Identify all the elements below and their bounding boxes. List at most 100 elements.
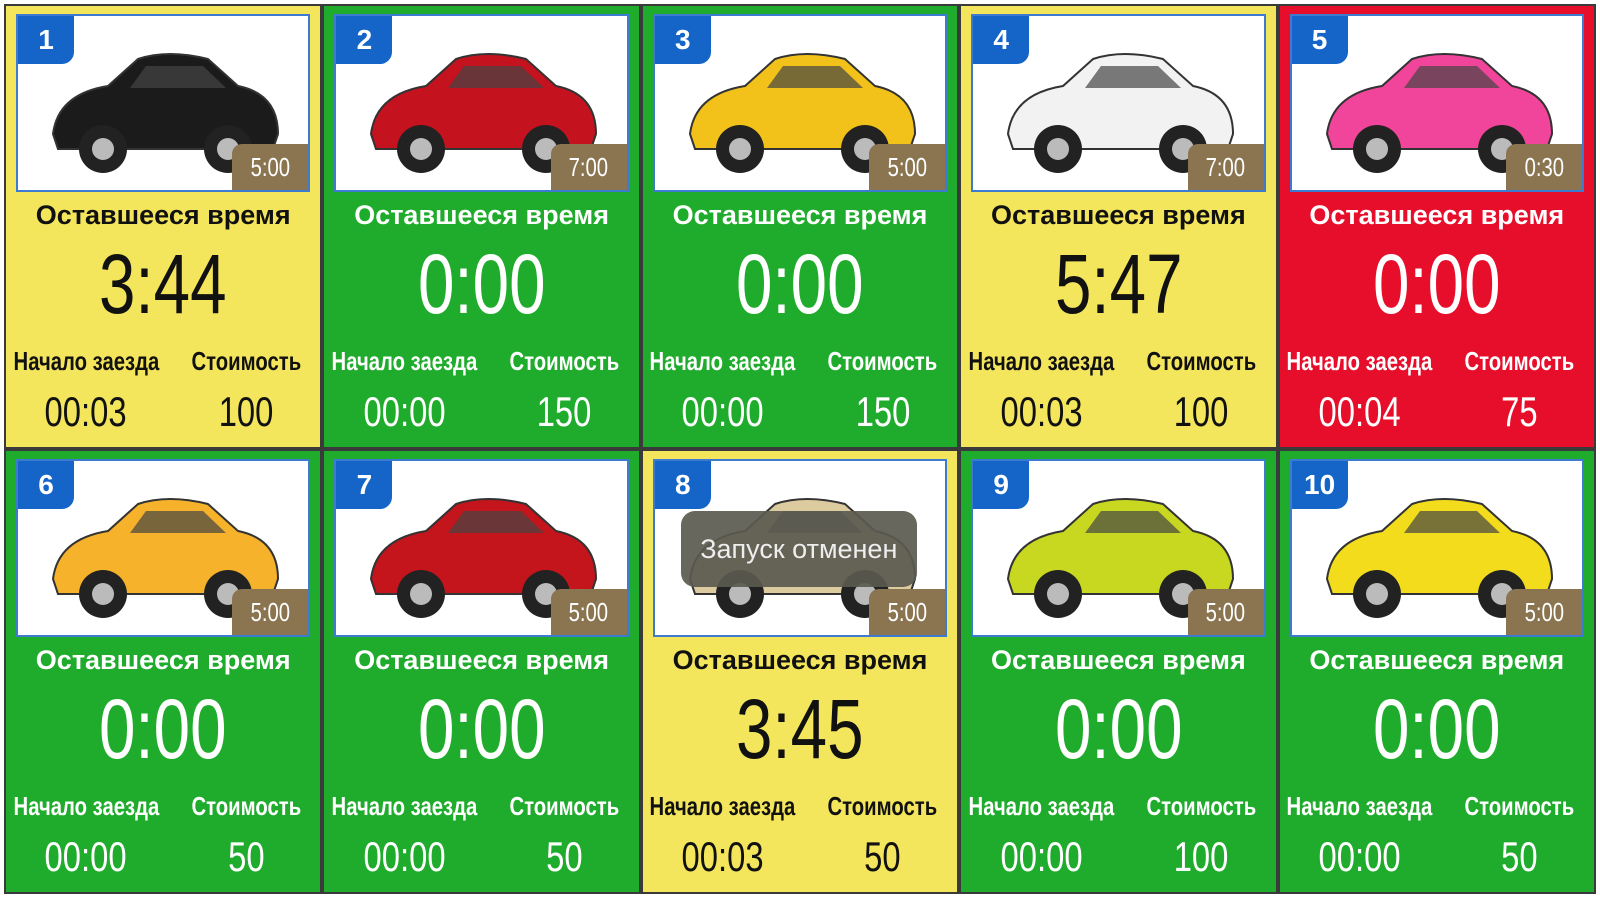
start-time-value: 00:03 xyxy=(1000,388,1083,435)
car-photo: 6 5:00 xyxy=(16,459,311,637)
start-time-label: Начало заезда xyxy=(13,346,159,376)
car-number-badge: 3 xyxy=(654,16,711,64)
cost-value: 150 xyxy=(537,388,592,435)
car-number-badge: 4 xyxy=(973,16,1030,64)
car-photo: 9 5:00 xyxy=(971,459,1266,637)
ride-duration-badge: 5:00 xyxy=(232,589,309,635)
start-time-label: Начало заезда xyxy=(13,791,159,821)
car-tile-4[interactable]: 4 7:00 Оставшееся время 5:47 Начало заез… xyxy=(959,4,1278,449)
cost-value: 75 xyxy=(1501,388,1538,435)
remaining-time-value: 5:47 xyxy=(1054,237,1183,331)
car-photo: 3 5:00 xyxy=(652,14,948,192)
remaining-time-label: Оставшееся время xyxy=(35,645,291,675)
cost-label: Стоимость xyxy=(1464,791,1575,821)
cost-value: 100 xyxy=(1173,388,1229,435)
cost-label: Стоимость xyxy=(1464,346,1575,376)
car-tile-3[interactable]: 3 5:00 Оставшееся время 0:00 Начало заез… xyxy=(640,4,960,449)
start-time-label: Начало заезда xyxy=(968,346,1115,376)
remaining-time-label: Оставшееся время xyxy=(1309,200,1565,230)
remaining-time-label: Оставшееся время xyxy=(354,200,609,230)
car-tile-10[interactable]: 10 5:00 Оставшееся время 0:00 Начало зае… xyxy=(1277,449,1596,894)
remaining-time-value: 0:00 xyxy=(417,237,546,331)
remaining-time-label: Оставшееся время xyxy=(672,200,928,230)
cost-label: Стоимость xyxy=(191,791,301,821)
cost-value: 50 xyxy=(1501,833,1538,880)
start-time-value: 00:00 xyxy=(44,833,127,880)
car-tile-6[interactable]: 6 5:00 Оставшееся время 0:00 Начало заез… xyxy=(4,449,323,894)
start-time-value: 00:00 xyxy=(363,833,446,880)
ride-duration-badge: 5:00 xyxy=(232,144,309,190)
remaining-time-label: Оставшееся время xyxy=(672,645,928,675)
remaining-time-value: 0:00 xyxy=(417,682,546,776)
car-tile-8[interactable]: 8 5:00 Оставшееся время 3:45 Начало заез… xyxy=(640,449,960,894)
cost-value: 150 xyxy=(855,388,911,435)
cost-value: 100 xyxy=(218,388,274,435)
quad-bike-icon xyxy=(1007,498,1235,618)
car-photo: 5 0:30 xyxy=(1289,14,1584,192)
start-time-value: 00:03 xyxy=(44,388,127,435)
car-grid: 1 5:00 Оставшееся время 3:44 Начало заез… xyxy=(4,4,1596,894)
car-photo: 7 5:00 xyxy=(334,459,629,637)
remaining-time-value: 3:45 xyxy=(736,682,864,776)
cost-value: 50 xyxy=(227,833,265,880)
start-time-label: Начало заезда xyxy=(1286,791,1433,821)
car-tile-7[interactable]: 7 5:00 Оставшееся время 0:00 Начало заез… xyxy=(322,449,641,894)
car-number-badge: 7 xyxy=(336,461,393,509)
ride-duration-badge: 5:00 xyxy=(869,589,946,635)
start-time-label: Начало заезда xyxy=(331,346,478,376)
start-time-value: 00:04 xyxy=(1318,388,1401,435)
start-time-label: Начало заезда xyxy=(1286,346,1433,376)
car-number-badge: 10 xyxy=(1291,461,1348,509)
cost-label: Стоимость xyxy=(1146,346,1257,376)
cost-label: Стоимость xyxy=(827,791,938,821)
remaining-time-value: 0:00 xyxy=(1373,237,1501,331)
remaining-time-value: 0:00 xyxy=(1054,682,1183,776)
start-time-label: Начало заезда xyxy=(649,791,796,821)
ride-duration-badge: 0:30 xyxy=(1505,144,1582,190)
car-tile-9[interactable]: 9 5:00 Оставшееся время 0:00 Начало заез… xyxy=(959,449,1278,894)
start-time-label: Начало заезда xyxy=(331,791,478,821)
remaining-time-value: 0:00 xyxy=(1373,682,1501,776)
car-photo: 2 7:00 xyxy=(334,14,629,192)
car-tile-5[interactable]: 5 0:30 Оставшееся время 0:00 Начало заез… xyxy=(1277,4,1596,449)
cost-value: 50 xyxy=(546,833,583,880)
remaining-time-label: Оставшееся время xyxy=(354,645,609,675)
motorbike-icon xyxy=(1325,498,1553,618)
cost-label: Стоимость xyxy=(1146,791,1257,821)
car-photo: 1 5:00 xyxy=(16,14,311,192)
car-number-badge: 2 xyxy=(336,16,393,64)
remaining-time-value: 3:44 xyxy=(99,237,227,331)
toast-message: Запуск отменен xyxy=(680,511,917,587)
car-tile-1[interactable]: 1 5:00 Оставшееся время 3:44 Начало заез… xyxy=(4,4,323,449)
cost-label: Стоимость xyxy=(509,346,620,376)
start-time-value: 00:00 xyxy=(1000,833,1083,880)
cost-value: 100 xyxy=(1173,833,1229,880)
start-time-value: 00:00 xyxy=(1318,833,1401,880)
car-photo: 4 7:00 xyxy=(971,14,1266,192)
car-number-badge: 6 xyxy=(18,461,74,509)
remaining-time-label: Оставшееся время xyxy=(990,645,1246,675)
start-time-label: Начало заезда xyxy=(649,346,796,376)
car-number-badge: 8 xyxy=(654,461,711,509)
start-time-value: 00:00 xyxy=(363,388,446,435)
car-tile-2[interactable]: 2 7:00 Оставшееся время 0:00 Начало заез… xyxy=(322,4,641,449)
car-photo: 10 5:00 xyxy=(1289,459,1584,637)
remaining-time-label: Оставшееся время xyxy=(1309,645,1565,675)
cost-label: Стоимость xyxy=(191,346,301,376)
car-icon xyxy=(51,498,280,618)
car-number-badge: 1 xyxy=(18,16,74,64)
cost-value: 50 xyxy=(864,833,902,880)
remaining-time-value: 0:00 xyxy=(99,682,227,776)
ride-duration-badge: 7:00 xyxy=(550,144,627,190)
ride-duration-badge: 5:00 xyxy=(1187,589,1264,635)
car-icon xyxy=(370,53,598,173)
cost-label: Стоимость xyxy=(509,791,620,821)
ride-duration-badge: 5:00 xyxy=(550,589,627,635)
start-time-value: 00:00 xyxy=(681,388,764,435)
ride-duration-badge: 5:00 xyxy=(869,144,946,190)
car-number-badge: 5 xyxy=(1291,16,1348,64)
ride-duration-badge: 7:00 xyxy=(1187,144,1264,190)
remaining-time-value: 0:00 xyxy=(736,237,864,331)
start-time-value: 00:03 xyxy=(681,833,764,880)
start-time-label: Начало заезда xyxy=(968,791,1115,821)
